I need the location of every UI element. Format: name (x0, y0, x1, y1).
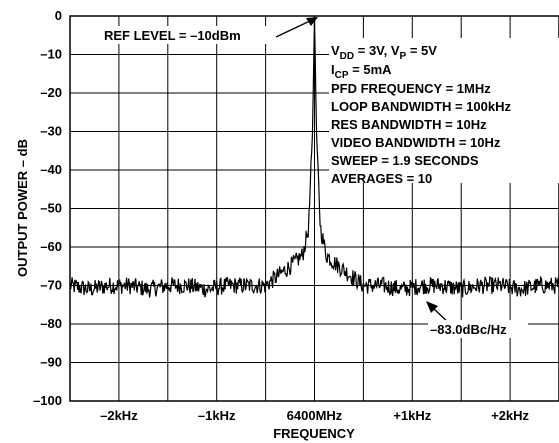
pfd-frequency-label: PFD FREQUENCY = 1MHz (331, 81, 491, 96)
x-tick-label: +2kHz (491, 408, 529, 423)
y-tick-label: –90 (40, 355, 62, 370)
y-tick-label: –10 (40, 47, 62, 62)
vp-subscript: P (400, 51, 407, 62)
supply-voltage-label: VDD = 3V, VP = 5V (331, 43, 437, 62)
icp-symbol: I (331, 62, 335, 77)
video-bandwidth-label: VIDEO BANDWIDTH = 10Hz (331, 135, 501, 150)
loop-bandwidth-label: LOOP BANDWIDTH = 100kHz (331, 99, 511, 114)
x-axis-title: FREQUENCY (273, 426, 355, 441)
noise-label-bg (428, 320, 528, 338)
settings-block: VDD = 3V, VP = 5V ICP = 5mA PFD FREQUENC… (329, 38, 559, 186)
averages-label: AVERAGES = 10 (331, 171, 432, 186)
vdd-value: = 3V, V (354, 43, 400, 58)
settings-block-bg (329, 38, 559, 183)
y-tick-label: –70 (40, 278, 62, 293)
x-tick-label: –1kHz (198, 408, 236, 423)
ref-level-label: REF LEVEL = –10dBm (104, 28, 241, 43)
icp-value: = 5mA (349, 62, 393, 77)
y-tick-label: –50 (40, 201, 62, 216)
y-tick-label: –60 (40, 239, 62, 254)
y-tick-label: 0 (55, 8, 62, 23)
vdd-subscript: DD (340, 51, 354, 62)
y-tick-label: –100 (33, 393, 62, 408)
y-tick-labels: 0 –10 –20 –30 –40 –50 –60 –70 –80 –90 –100 (33, 8, 62, 408)
ref-level-arrow-line (275, 19, 313, 38)
y-tick-label: –80 (40, 316, 62, 331)
y-tick-label: –20 (40, 85, 62, 100)
y-tick-label: –40 (40, 162, 62, 177)
noise-arrow-head (426, 301, 438, 313)
plot-frame (69, 15, 559, 402)
x-tick-label: +1kHz (393, 408, 431, 423)
noise-level-label: –83.0dBc/Hz (430, 322, 507, 337)
vdd-symbol: V (331, 43, 340, 58)
res-bandwidth-label: RES BANDWIDTH = 10Hz (331, 117, 487, 132)
charge-pump-current-label: ICP = 5mA (331, 62, 392, 81)
ref-level-label-bg (102, 26, 272, 44)
x-tick-label: 6400MHz (287, 408, 343, 423)
vp-value: = 5V (406, 43, 437, 58)
sweep-label: SWEEP = 1.9 SECONDS (331, 153, 479, 168)
y-axis-title: OUTPUT POWER – dB (15, 139, 30, 277)
icp-subscript: CP (335, 70, 349, 81)
y-tick-label: –30 (40, 124, 62, 139)
ref-level-arrow-head (306, 17, 318, 26)
x-tick-labels: –2kHz –1kHz 6400MHz +1kHz +2kHz (100, 408, 529, 423)
x-tick-label: –2kHz (100, 408, 138, 423)
